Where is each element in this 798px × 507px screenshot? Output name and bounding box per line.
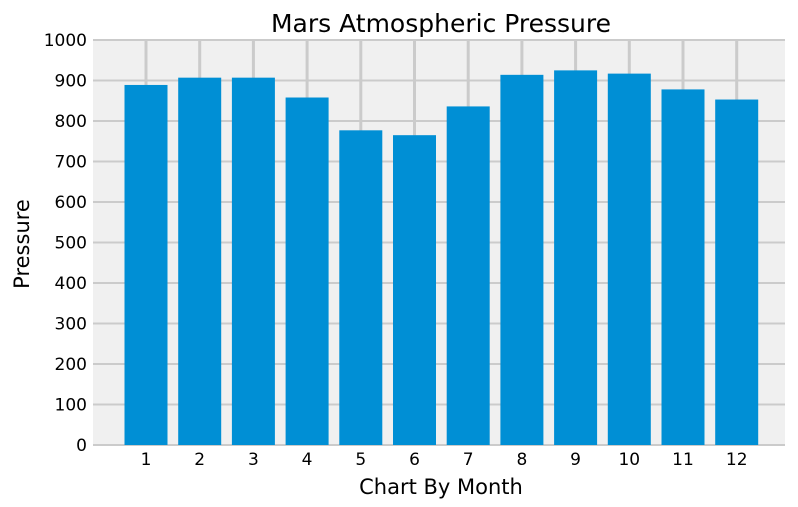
y-tick-label: 1000 (44, 31, 87, 51)
x-tick-label: 9 (570, 450, 581, 470)
bar-month-10 (607, 73, 651, 446)
x-tick-label: 7 (463, 450, 474, 470)
x-tick-label: 3 (248, 450, 259, 470)
y-axis-label: Pressure (10, 199, 34, 289)
y-tick-label: 100 (55, 396, 87, 416)
bar-month-6 (393, 135, 436, 446)
y-tick-labels: 0 100 200 300 400 500 600 700 800 900 1000 (44, 31, 87, 456)
bar-month-2 (178, 77, 222, 445)
y-tick-label: 900 (55, 72, 87, 92)
y-tick-label: 700 (55, 153, 87, 173)
y-tick-label: 800 (55, 112, 87, 132)
y-tick-label: 400 (55, 274, 87, 294)
x-tick-labels: 1 2 3 4 5 6 7 8 9 10 11 12 (141, 450, 748, 470)
x-tick-label: 11 (672, 450, 694, 470)
x-tick-label: 1 (141, 450, 152, 470)
bar-month-11 (661, 89, 705, 445)
y-tick-label: 200 (55, 355, 87, 375)
chart-title: Mars Atmospheric Pressure (271, 9, 611, 38)
bar-month-1 (124, 84, 168, 445)
x-tick-label: 5 (355, 450, 366, 470)
x-tick-label: 6 (409, 450, 420, 470)
x-tick-label: 12 (726, 450, 748, 470)
bar-month-7 (446, 106, 490, 446)
y-tick-label: 0 (76, 436, 87, 456)
x-tick-label: 2 (194, 450, 205, 470)
bars (124, 70, 759, 446)
y-tick-label: 600 (55, 193, 87, 213)
bar-month-4 (285, 97, 329, 445)
bar-month-5 (339, 130, 383, 445)
x-tick-label: 10 (618, 450, 640, 470)
x-axis-label: Chart By Month (359, 475, 523, 499)
bar-month-8 (500, 74, 544, 445)
x-tick-label: 4 (302, 450, 313, 470)
x-tick-label: 8 (516, 450, 527, 470)
y-tick-label: 500 (55, 234, 87, 254)
bar-month-3 (231, 77, 275, 445)
bar-month-12 (715, 99, 759, 445)
bar-month-9 (554, 70, 598, 445)
y-tick-label: 300 (55, 315, 87, 335)
